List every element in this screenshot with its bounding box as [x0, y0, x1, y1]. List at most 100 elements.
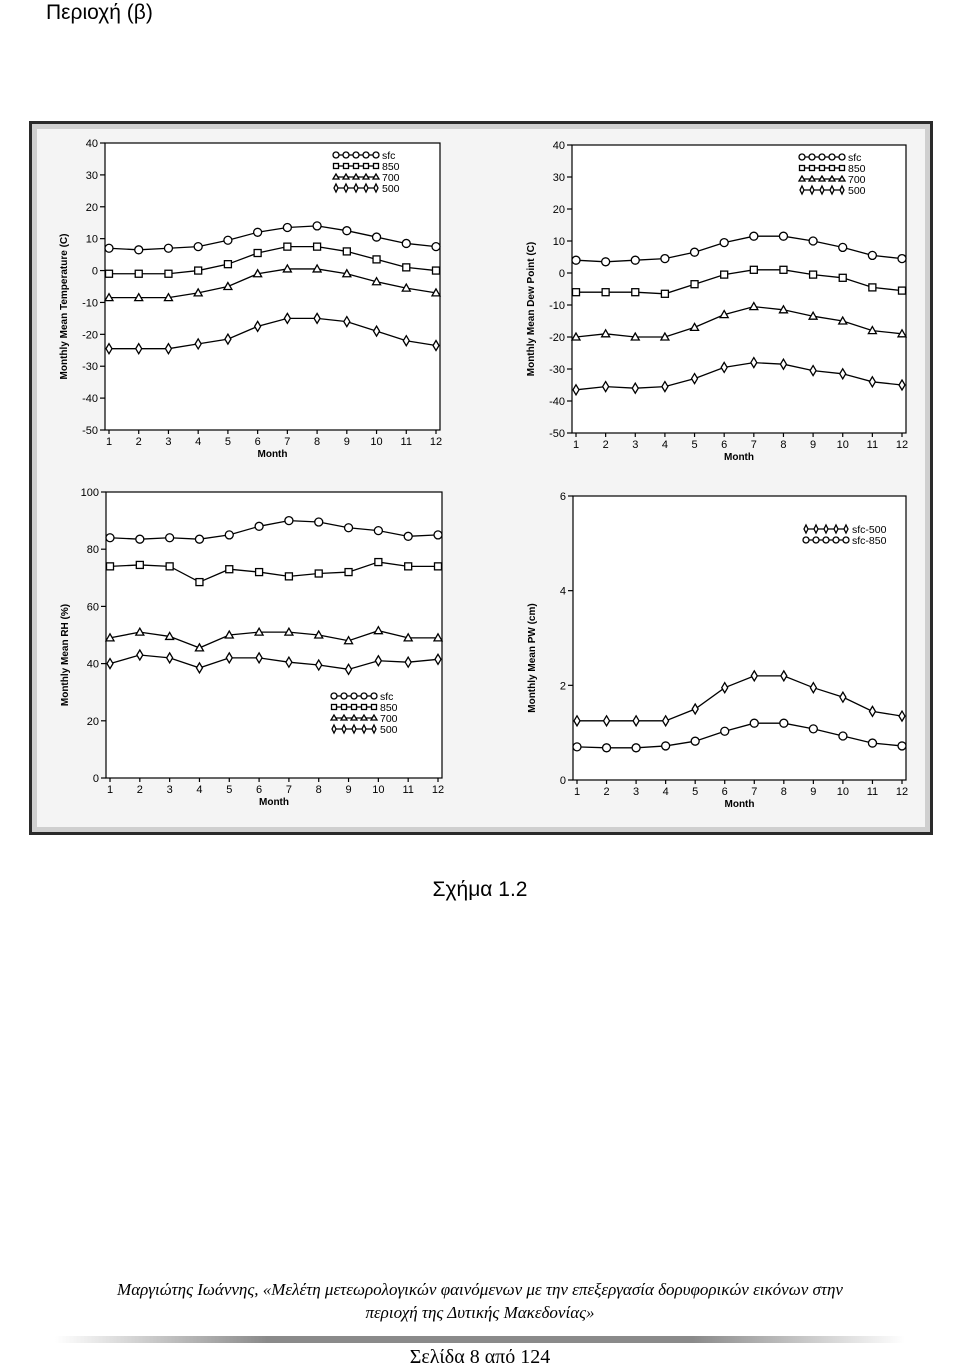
chart-4-xtick-label: 11	[867, 786, 878, 798]
chart-1-series-sfc-point	[193, 241, 203, 252]
chart-3-series-850-point	[433, 562, 443, 571]
chart-3-series-sfc-point	[164, 533, 175, 543]
chart-3-series-sfc-point	[314, 517, 324, 527]
chart-3-series-500-point	[404, 655, 412, 669]
chart-3-legend-swatch-marker	[351, 723, 357, 735]
chart-2-series-700-point	[896, 328, 908, 338]
chart-2-ytick-label: -50	[549, 428, 565, 440]
chart-2-xtick-label: 12	[896, 439, 908, 451]
chart-1-series-500-point	[105, 342, 113, 355]
chart-3-series-sfc-point	[403, 531, 413, 541]
chart-3-series-700-point	[373, 625, 384, 635]
chart-4-series-sfc-500	[573, 669, 906, 728]
chart-3-legend-swatch-marker	[329, 713, 339, 721]
chart-1-series-sfc-point	[401, 238, 411, 249]
chart-2-series-500-point	[690, 372, 699, 385]
chart-2-series-500-point	[779, 357, 788, 371]
chart-3-series-850-point	[165, 562, 174, 571]
chart-2-series-850-point	[720, 270, 729, 279]
chart-1-legend-swatch-marker	[352, 162, 360, 170]
chart-1-xtick-label: 5	[225, 436, 231, 448]
chart-3-series-700-point	[283, 626, 295, 636]
chart-2-series-500-point	[601, 380, 610, 393]
footer-rule	[55, 1336, 905, 1343]
chart-1-legend-label: sfc	[382, 150, 395, 162]
chart-3-series-700-point	[313, 629, 324, 639]
chart-3-series-700-point	[224, 629, 235, 639]
chart-1-series-sfc-point	[223, 235, 233, 245]
chart-1-series-850-point	[431, 266, 441, 275]
chart-1-xtick-label: 10	[370, 436, 382, 448]
chart-1-series-850-point	[342, 247, 351, 256]
chart-3-series-850-point	[314, 569, 323, 578]
chart-1-series-500-point	[432, 339, 440, 352]
chart-4-legend-swatch-marker	[842, 536, 850, 544]
chart-2-legend-label: 850	[848, 163, 866, 175]
chart-1-series-sfc-point	[342, 226, 352, 236]
chart-4-series-sfc-850-point	[897, 741, 907, 751]
chart-1-legend-swatch-marker	[371, 172, 381, 180]
chart-2-series-sfc-point	[630, 255, 640, 265]
chart-3-series-850-point	[135, 560, 144, 570]
chart-2-series-850-point	[749, 265, 758, 274]
chart-1-series-850-point	[253, 248, 262, 258]
chart-4-series-sfc-500-point	[661, 714, 670, 728]
chart-1-plot-area	[104, 142, 441, 431]
chart-2-series-500-point	[809, 364, 817, 377]
chart-2-series-700-point	[778, 304, 789, 314]
chart-4-xtick-label: 10	[837, 786, 849, 798]
chart-2-series-850-point	[838, 273, 847, 282]
chart-2-series-500-point	[898, 378, 906, 392]
chart-1-series-500-point	[164, 342, 173, 355]
chart-4-legend-swatch-marker	[823, 523, 829, 535]
chart-4-legend-swatch-marker	[803, 523, 809, 535]
chart-3-series-sfc-point	[194, 534, 205, 544]
chart-2-legend-swatch-marker	[828, 164, 836, 172]
chart-3-ytick-label: 80	[87, 544, 99, 556]
chart-3-series-850-point	[284, 572, 294, 581]
chart-3-series-sfc-point	[135, 534, 145, 544]
chart-3-xtick-label: 1	[107, 784, 113, 796]
chart-2-series-sfc-point	[689, 247, 700, 257]
chart-1-legend-swatch-marker	[353, 182, 359, 194]
chart-2-series-sfc-point	[778, 231, 789, 241]
chart-2-series-700-point	[659, 331, 671, 341]
chart-1-series-700	[103, 263, 442, 302]
chart-2-series-700-line	[575, 305, 903, 338]
chart-1-xtick-label: 1	[106, 436, 112, 448]
chart-2-series-500-point	[631, 381, 640, 395]
chart-4-series-sfc-500-point	[632, 714, 640, 728]
chart-2-ytick-label: -40	[549, 396, 565, 408]
chart-1-legend-swatch-marker	[372, 162, 380, 170]
chart-3-xtick-label: 11	[402, 784, 413, 796]
chart-1-legend-swatch-marker	[342, 151, 350, 159]
chart-2-series-sfc-point	[719, 237, 729, 248]
chart-4-series-sfc-850-point	[690, 736, 700, 746]
chart-4-xtick-label: 9	[810, 786, 816, 798]
chart-3-legend-swatch-marker	[370, 703, 378, 711]
chart-4-legend-swatch-marker	[833, 523, 839, 535]
chart-3-legend-swatch-marker	[359, 713, 369, 721]
chart-1-series-850-point	[194, 266, 203, 275]
chart-2-legend-swatch-marker	[827, 174, 837, 182]
chart-3-series-500-point	[255, 651, 263, 665]
chart-1-series-850-point	[164, 269, 173, 278]
chart-3-series-700-point	[432, 632, 444, 642]
chart-4-ytick-label: 2	[560, 680, 566, 692]
chart-1-ylabel: Monthly Mean Temperature (C)	[59, 234, 70, 380]
chart-2-plot-area	[571, 144, 907, 434]
chart-1-series-700-point	[133, 292, 144, 302]
chart-4-series-sfc-850-point	[631, 743, 641, 753]
chart-1-series-sfc-point	[282, 222, 293, 233]
chart-1-ytick-label: 40	[86, 138, 98, 150]
chart-1-series-sfc-point	[431, 241, 441, 252]
chart-3-xtick-label: 5	[226, 784, 232, 796]
chart-4-plot-area	[572, 495, 907, 781]
chart-2-xtick-label: 9	[810, 439, 816, 451]
chart-1-series-850-point	[372, 255, 381, 264]
chart-1-series-sfc-point	[252, 227, 263, 237]
chart-1-series-500-point	[194, 337, 202, 351]
chart-1-ytick-label: 20	[86, 202, 98, 214]
chart-4-series-sfc-500-point	[691, 702, 699, 716]
